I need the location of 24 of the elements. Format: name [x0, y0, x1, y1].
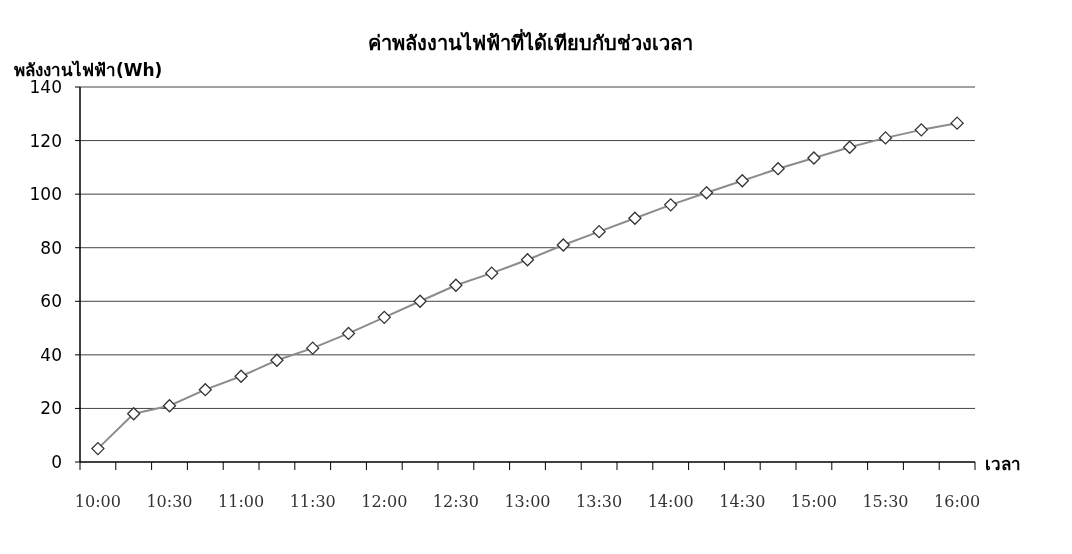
- x-tick-label: 13:30: [576, 492, 623, 511]
- x-tick-label: 14:00: [647, 492, 694, 511]
- chart-title: ค่าพลังงานไฟฟ้าที่ได้เทียบกับช่วงเวลา: [367, 28, 693, 55]
- x-tick-label: 10:30: [146, 492, 193, 511]
- x-axis-title: เวลา: [985, 454, 1021, 474]
- y-tick-label: 40: [40, 344, 62, 365]
- x-tick-label: 12:00: [361, 492, 408, 511]
- x-tick-label: 13:00: [504, 492, 551, 511]
- y-tick-label: 0: [51, 452, 62, 472]
- y-tick-label: 20: [40, 398, 62, 419]
- x-tick-label: 16:00: [934, 492, 981, 511]
- x-tick-label: 10:00: [74, 492, 121, 511]
- x-tick-label: 15:00: [790, 492, 837, 511]
- x-tick-label: 11:00: [218, 492, 265, 511]
- x-tick-label: 14:30: [719, 492, 766, 511]
- y-tick-label: 120: [29, 130, 62, 151]
- y-tick-label: 100: [29, 184, 62, 205]
- y-tick-label: 140: [29, 77, 62, 97]
- x-tick-label: 15:30: [862, 492, 909, 511]
- x-tick-label: 11:30: [289, 492, 336, 511]
- y-tick-label: 60: [40, 291, 62, 312]
- y-tick-label: 80: [40, 237, 62, 258]
- x-tick-label: 12:30: [432, 492, 479, 511]
- y-axis-title: พลังงานไฟฟ้า(Wh): [14, 60, 163, 80]
